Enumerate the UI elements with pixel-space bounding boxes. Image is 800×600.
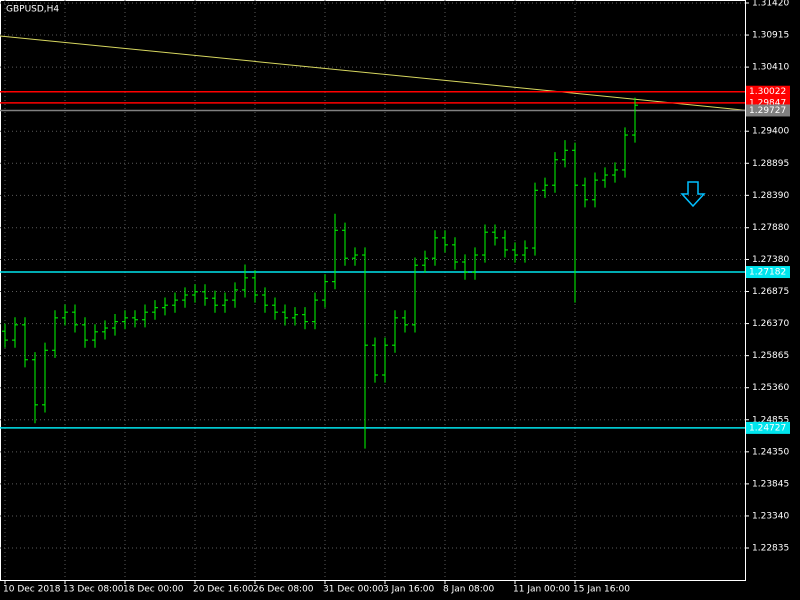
y-tick-label: 1.27380 (752, 255, 789, 265)
x-tick-label: 26 Dec 08:00 (253, 585, 314, 595)
y-tick-label: 1.25360 (752, 383, 789, 393)
y-tick-label: 1.24855 (752, 415, 789, 425)
y-tick-label: 1.25865 (752, 351, 789, 361)
x-tick-label: 15 Jan 16:00 (573, 585, 630, 595)
y-tick-label: 1.23340 (752, 511, 789, 521)
y-tick-label: 1.24350 (752, 447, 789, 457)
price-label: 1.29727 (749, 106, 786, 116)
price-label: 1.29847 (749, 98, 786, 108)
y-tick-label: 1.26370 (752, 319, 789, 329)
x-tick-label: 8 Jan 08:00 (443, 585, 495, 595)
trendline (0, 35, 746, 111)
chart-title: GBPUSD,H4 (6, 5, 59, 15)
y-tick-label: 1.28390 (752, 191, 789, 201)
y-tick-label: 1.31420 (752, 0, 789, 8)
price-label-box (746, 104, 790, 117)
price-label: 1.27182 (749, 268, 786, 278)
x-tick-label: 31 Dec 00:00 (323, 585, 384, 595)
price-label-box (746, 266, 790, 279)
x-tick-label: 13 Dec 08:00 (63, 585, 124, 595)
price-label: 1.30022 (749, 87, 786, 97)
y-tick-label: 1.23845 (752, 479, 789, 489)
price-label: 1.24727 (749, 423, 786, 433)
y-tick-label: 1.26875 (752, 287, 789, 297)
y-tick-label: 1.29400 (752, 127, 789, 137)
x-tick-label: 10 Dec 2018 (3, 585, 61, 595)
sell-arrow-icon (680, 181, 706, 208)
x-tick-label: 3 Jan 16:00 (383, 585, 435, 595)
y-tick-label: 1.30915 (752, 31, 789, 41)
price-label-box (746, 421, 790, 434)
plot-frame (0, 0, 746, 581)
price-label-box (746, 85, 790, 98)
x-tick-label: 18 Dec 00:00 (123, 585, 184, 595)
x-tick-label: 11 Jan 00:00 (513, 585, 570, 595)
y-tick-label: 1.22835 (752, 544, 789, 554)
y-tick-label: 1.27880 (752, 223, 789, 233)
y-tick-label: 1.30410 (752, 63, 789, 73)
x-tick-label: 20 Dec 16:00 (193, 585, 254, 595)
y-tick-label: 1.28895 (752, 159, 789, 169)
